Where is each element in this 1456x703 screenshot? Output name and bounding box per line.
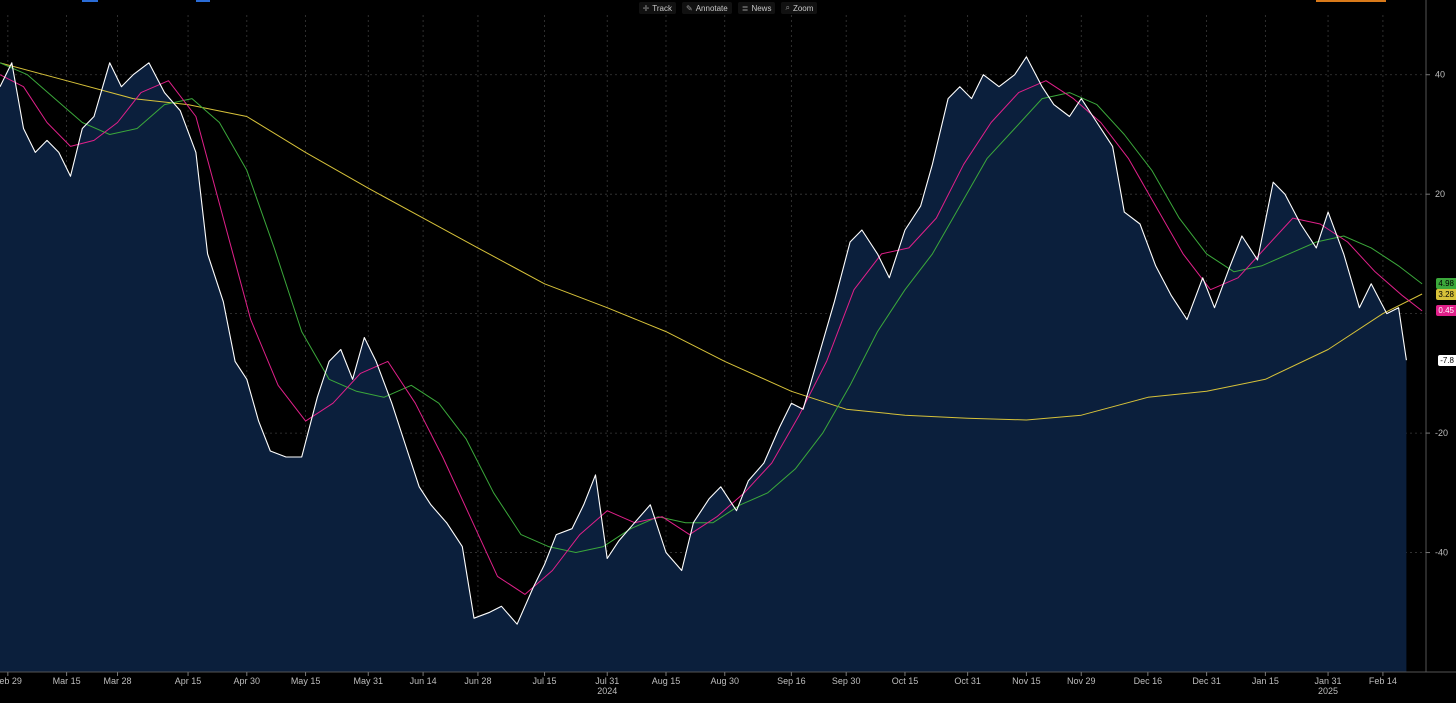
top-accent-right [1316,0,1386,2]
x-tick-label: Oct 15 [892,676,919,686]
news-label: News [751,3,772,13]
x-tick-label: Nov 29 [1067,676,1096,686]
annotate-button[interactable]: ✎ Annotate [682,2,732,14]
y-tick-label: 20 [1435,189,1445,199]
top-accent-left [82,0,98,2]
x-tick-label: Nov 15 [1012,676,1041,686]
x-tick-label: Mar 15 [53,676,81,686]
news-icon: ≣ [741,3,749,13]
x-tick-label: Jul 31 [595,676,619,686]
x-tick-label: Sep 30 [832,676,861,686]
annotate-label: Annotate [695,3,728,13]
x-tick-label: Dec 31 [1192,676,1221,686]
x-tick-label: Apr 30 [234,676,261,686]
x-tick-label: Dec 16 [1134,676,1163,686]
value-tag-ma_short: 0.45 [1436,305,1456,317]
top-accent-left-2 [196,0,210,2]
x-tick-label: Jun 28 [464,676,491,686]
x-tick-label: Sep 16 [777,676,806,686]
x-tick-label: Aug 15 [652,676,681,686]
y-tick-label: 40 [1435,70,1445,80]
series-group [0,56,1423,673]
x-tick-label: Jun 14 [410,676,437,686]
series-line-ma_short [0,74,1423,595]
x-tick-label: May 31 [353,676,383,686]
x-tick-label: Jan 15 [1252,676,1279,686]
series-line-price [0,56,1407,625]
x-tick-label: Jul 15 [533,676,557,686]
x-tick-label: May 15 [291,676,321,686]
x-tick-label: Apr 15 [175,676,202,686]
x-tick-label: Feb 29 [0,676,22,686]
pencil-icon: ✎ [686,3,693,13]
x-tick-label: Mar 28 [104,676,132,686]
x-year-label: 2024 [597,686,617,696]
magnifier-icon: ⌕ [785,3,790,12]
value-tag-price: -7.8 [1438,354,1456,366]
value-tag-ma_medium: 4.98 [1436,278,1456,290]
x-tick-label: Aug 30 [710,676,739,686]
series-line-ma_medium [0,62,1423,553]
track-label: Track [652,3,672,13]
x-tick-label: Feb 14 [1369,676,1397,686]
news-button[interactable]: ≣ News [737,2,776,14]
chart-toolbar: ✛ Track ✎ Annotate ≣ News ⌕ Zoom [0,2,1456,14]
y-tick-label: -40 [1435,548,1448,558]
value-tag-ma_long: 3.28 [1436,288,1456,300]
x-year-label: 2025 [1318,686,1338,696]
series-line-ma_long [0,62,1423,421]
zoom-button[interactable]: ⌕ Zoom [781,2,818,14]
y-tick-label: -20 [1435,428,1448,438]
zoom-label: Zoom [792,3,814,13]
track-button[interactable]: ✛ Track [638,2,676,14]
series-area-price [0,56,1407,673]
x-tick-label: Oct 31 [954,676,981,686]
x-tick-label: Jan 31 [1315,676,1342,686]
crosshair-icon: ✛ [642,3,650,13]
